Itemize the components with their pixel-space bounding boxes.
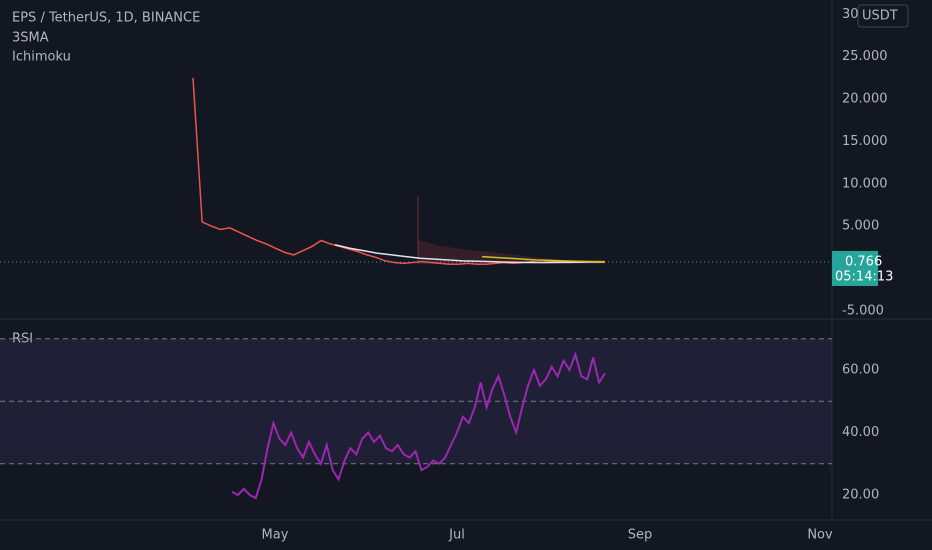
y-tick-label: 20.000 (842, 92, 888, 107)
x-tick-label: Jul (448, 528, 465, 543)
legend-entry: 3SMA (12, 31, 49, 46)
series-line (334, 244, 606, 264)
currency-label: USDT (862, 9, 898, 24)
series-line (231, 351, 606, 500)
last-price-label: 0.766 (845, 254, 882, 269)
x-tick-label: Nov (807, 528, 833, 543)
y-tick-label: -5.000 (842, 303, 884, 318)
x-tick-label: Sep (628, 528, 653, 543)
legend-entry: Ichimoku (12, 50, 71, 65)
y-tick-label: 25.000 (842, 49, 888, 64)
y-tick-label: 10.000 (842, 176, 888, 191)
y-tick-label: 60.00 (842, 363, 879, 378)
x-tick-label: May (262, 528, 289, 543)
y-tick-label: 15.000 (842, 134, 888, 149)
currency-badge (857, 4, 909, 28)
series-line (481, 255, 606, 263)
last-price-box (832, 250, 878, 286)
ichimoku-cloud (418, 240, 605, 264)
y-tick-label: 5.000 (842, 219, 879, 234)
y-tick-label: 40.00 (842, 425, 879, 440)
y-tick-label: 20.00 (842, 488, 879, 503)
countdown-label: 05:14:13 (835, 269, 893, 284)
symbol-title: EPS / TetherUS, 1D, BINANCE (12, 11, 200, 26)
